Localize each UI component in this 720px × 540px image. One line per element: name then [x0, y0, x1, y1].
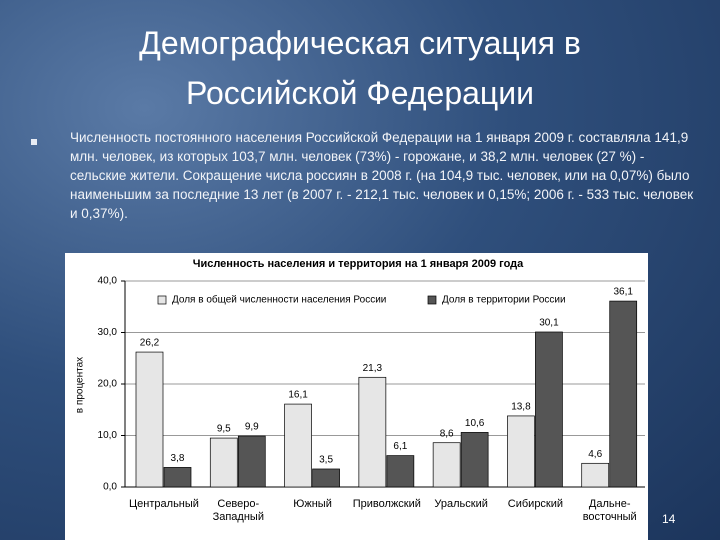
bar [358, 376, 387, 488]
legend-swatch [427, 295, 437, 305]
value-label: 26,2 [140, 338, 160, 349]
bar [581, 462, 610, 488]
value-label: 36,1 [613, 287, 633, 298]
value-label: 9,5 [217, 424, 231, 435]
page-number: 14 [662, 512, 676, 526]
x-tick-label: Северо-Западный [212, 498, 264, 523]
bullet-text: Численность постоянного населения Россий… [70, 130, 694, 221]
legend-swatch [157, 295, 167, 305]
value-label: 16,1 [288, 390, 308, 401]
value-label: 13,8 [511, 402, 531, 413]
y-tick-label: 20,0 [98, 379, 118, 390]
bar [163, 467, 192, 488]
y-axis-label: в процентах [75, 357, 86, 413]
legend-label: Доля в общей численности населения Росси… [172, 294, 386, 306]
bar [209, 437, 238, 488]
x-tick-label: Сибирский [507, 498, 564, 510]
value-label: 30,1 [539, 318, 559, 329]
bar [507, 415, 535, 488]
value-label: 21,3 [363, 363, 383, 374]
bar [460, 432, 489, 488]
y-tick-label: 10,0 [98, 430, 118, 441]
bar [386, 455, 415, 488]
legend-label: Доля в территории России [442, 295, 566, 306]
bar [312, 468, 340, 488]
x-tick-label: Приволжский [352, 498, 421, 510]
bar [135, 351, 164, 488]
bar [284, 403, 312, 488]
y-tick-label: 40,0 [98, 276, 118, 287]
chart-title: Численность населения и территория на 1 … [192, 258, 524, 270]
value-label: 4,6 [588, 449, 602, 460]
x-tick-label: Центральный [129, 498, 199, 510]
value-label: 9,9 [245, 422, 259, 433]
value-label: 10,6 [465, 418, 485, 429]
value-label: 6,1 [393, 441, 407, 452]
y-tick-label: 0,0 [103, 482, 117, 493]
bullet-marker [31, 139, 37, 145]
value-label: 3,8 [171, 453, 185, 464]
bar [609, 300, 638, 488]
bar [535, 331, 563, 488]
bar [432, 442, 461, 488]
value-label: 3,5 [319, 455, 333, 466]
y-tick-label: 30,0 [98, 327, 118, 338]
value-label: 8,6 [440, 428, 454, 439]
bar [237, 435, 266, 488]
x-tick-label: Уральский [434, 498, 488, 510]
x-tick-label: Дальне-восточный [582, 498, 637, 523]
x-tick-label: Южный [293, 498, 332, 510]
slide-title: Демографическая ситуация в Российской Фе… [139, 25, 581, 111]
